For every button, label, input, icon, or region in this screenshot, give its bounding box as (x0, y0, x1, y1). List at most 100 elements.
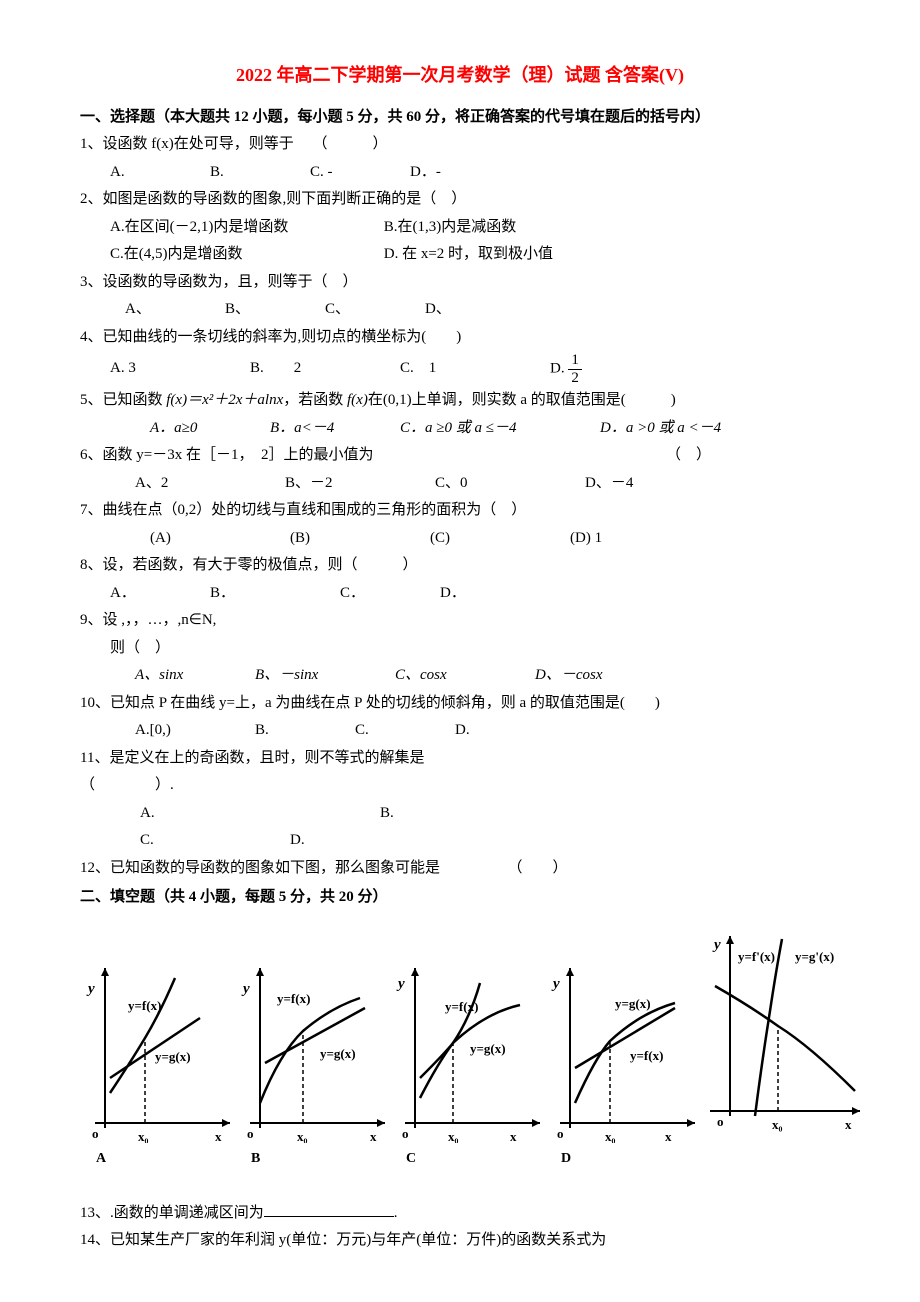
q7-optB: (B) (290, 526, 430, 552)
q1-optC: C. - (310, 160, 410, 186)
svg-text:y=g'(x): y=g'(x) (795, 949, 834, 964)
q12-text: 12、已知函数的导函数的图象如下图，那么图象可能是 （ ） (80, 856, 840, 882)
q11-optD: D. (290, 828, 305, 854)
q4-optD: D. 1 2 (550, 352, 582, 386)
svg-text:o: o (717, 1114, 724, 1129)
q4-optA: A. 3 (110, 356, 250, 382)
svg-text:y=f(x): y=f(x) (445, 999, 478, 1014)
graph-D: y o x₀ x y=g(x) y=f(x) (545, 963, 700, 1143)
q8-optA: A． (110, 581, 210, 607)
q7-optC: (C) (430, 526, 570, 552)
svg-text:x: x (370, 1129, 377, 1143)
q4-options: A. 3 B. 2 C. 1 D. 1 2 (80, 352, 840, 386)
q4-optD-prefix: D. (550, 361, 565, 377)
svg-text:x₀: x₀ (605, 1129, 616, 1143)
svg-text:y=f(x): y=f(x) (128, 998, 161, 1013)
q7-options: (A) (B) (C) (D) 1 (80, 526, 840, 552)
svg-text:y=f(x): y=f(x) (277, 991, 310, 1006)
svg-text:x₀: x₀ (772, 1117, 783, 1132)
q3-optC: C、 (325, 297, 425, 323)
q9-optB: B、－sinx (255, 663, 395, 689)
q6-optC: C、0 (435, 471, 585, 497)
graph-extra: y o x₀ x y=f'(x) y=g'(x) (700, 931, 865, 1141)
section1-header: 一、选择题（本大题共 12 小题，每小题 5 分，共 60 分，将正确答案的代号… (80, 105, 840, 131)
q2-options-row1: A.在区间(－2,1)内是增函数 B.在(1,3)内是减函数 (80, 215, 840, 241)
svg-text:o: o (557, 1126, 564, 1141)
q5-optD: D．a >0 或 a <－4 (600, 416, 721, 442)
q4-optD-num: 1 (568, 352, 582, 370)
q1-optA: A. (110, 160, 210, 186)
q2-optB: B.在(1,3)内是减函数 (384, 215, 517, 241)
q6-options: A、2 B、－2 C、0 D、－4 (80, 471, 840, 497)
graph-C-container: y o x₀ x y=f(x) y=g(x) C (390, 963, 545, 1171)
q5-before: 5、已知函数 (80, 392, 163, 408)
q1-optD: D．- (410, 160, 441, 186)
graph-B-label: B (235, 1147, 390, 1171)
graph-B: y o x₀ x y=f(x) y=g(x) (235, 963, 390, 1143)
q7-optA: (A) (150, 526, 290, 552)
graph-C-label: C (390, 1147, 545, 1171)
q2-optD: D. 在 x=2 时，取到极小值 (384, 242, 553, 268)
q1-optB: B. (210, 160, 310, 186)
q2-text: 2、如图是函数的导函数的图象,则下面判断正确的是（ ） (80, 187, 840, 213)
svg-text:y=g(x): y=g(x) (155, 1049, 191, 1064)
q5-fx: f(x)＝x²＋2x＋a (166, 392, 265, 408)
q9-options: A、sinx B、－sinx C、cosx D、－cosx (80, 663, 840, 689)
q5-mid: ，若函数 (283, 392, 343, 408)
svg-text:o: o (402, 1126, 409, 1141)
graph-A-label: A (80, 1147, 235, 1171)
q6-optB: B、－2 (285, 471, 435, 497)
graph-A: y o x₀ x y=f(x) y=g(x) (80, 963, 235, 1143)
q5-options: A．a≥0 B．a<－4 C．a ≥0 或 a ≤－4 D．a >0 或 a <… (80, 416, 840, 442)
q13-after: . (394, 1205, 398, 1221)
svg-text:y: y (241, 981, 250, 997)
svg-text:y: y (86, 981, 95, 997)
q10-optB: B. (255, 718, 355, 744)
q8-optC: C． (340, 581, 440, 607)
svg-text:y=f(x): y=f(x) (630, 1048, 663, 1063)
q5-optA: A．a≥0 (150, 416, 270, 442)
q11-text2: （ ）. (80, 773, 840, 799)
svg-text:y: y (712, 937, 721, 953)
q9-optA: A、sinx (135, 663, 255, 689)
q5-optB: B．a<－4 (270, 416, 400, 442)
svg-text:y=g(x): y=g(x) (320, 1046, 356, 1061)
q3-optD: D、 (425, 297, 451, 323)
q9-optD: D、－cosx (535, 663, 603, 689)
q6-text: 6、函数 y=－3x 在［－1， 2］上的最小值为 （ ） (80, 443, 840, 469)
q2-optC: C.在(4,5)内是增函数 (110, 242, 380, 268)
q1-text: 1、设函数 f(x)在处可导，则等于 （ ） (80, 132, 840, 158)
graphs-row: y o x₀ x y=f(x) y=g(x) A y o x₀ (80, 931, 840, 1171)
graph-extra-container: y o x₀ x y=f'(x) y=g'(x) (700, 931, 865, 1141)
graph-A-container: y o x₀ x y=f(x) y=g(x) A (80, 963, 235, 1171)
q13-blank (264, 1203, 394, 1217)
q3-options: A、 B、 C、 D、 (80, 297, 840, 323)
q13-before: 13、.函数的单调递减区间为 (80, 1205, 264, 1221)
q6-optA: A、2 (135, 471, 285, 497)
svg-text:x₀: x₀ (448, 1129, 459, 1143)
q5-optC: C．a ≥0 或 a ≤－4 (400, 416, 600, 442)
q3-optA: A、 (125, 297, 225, 323)
q4-optC: C. 1 (400, 356, 550, 382)
svg-text:x₀: x₀ (138, 1129, 149, 1143)
q2-optA: A.在区间(－2,1)内是增函数 (110, 215, 380, 241)
q4-optD-den: 2 (568, 370, 582, 387)
q11-optC: C. (140, 828, 290, 854)
q11-optA: A. (140, 801, 380, 827)
q8-text: 8、设，若函数，有大于零的极值点，则（ ） (80, 553, 840, 579)
svg-text:o: o (92, 1126, 99, 1141)
q5-lnx: lnx (265, 392, 283, 408)
q4-text: 4、已知曲线的一条切线的斜率为,则切点的横坐标为( ) (80, 325, 840, 351)
q4-optB: B. 2 (250, 356, 400, 382)
graph-D-label: D (545, 1147, 700, 1171)
section2-header: 二、填空题（共 4 小题，每题 5 分，共 20 分） (80, 885, 840, 911)
svg-text:o: o (247, 1126, 254, 1141)
q2-options-row2: C.在(4,5)内是增函数 D. 在 x=2 时，取到极小值 (80, 242, 840, 268)
q9-text1: 9、设 ,，，…，,n∈N, (80, 608, 840, 634)
svg-text:x: x (215, 1129, 222, 1143)
q3-optB: B、 (225, 297, 325, 323)
q10-options: A.[0,) B. C. D. (80, 718, 840, 744)
svg-text:y=g(x): y=g(x) (615, 996, 651, 1011)
graph-D-container: y o x₀ x y=g(x) y=f(x) D (545, 963, 700, 1171)
q5-fx2: f(x) (347, 392, 368, 408)
